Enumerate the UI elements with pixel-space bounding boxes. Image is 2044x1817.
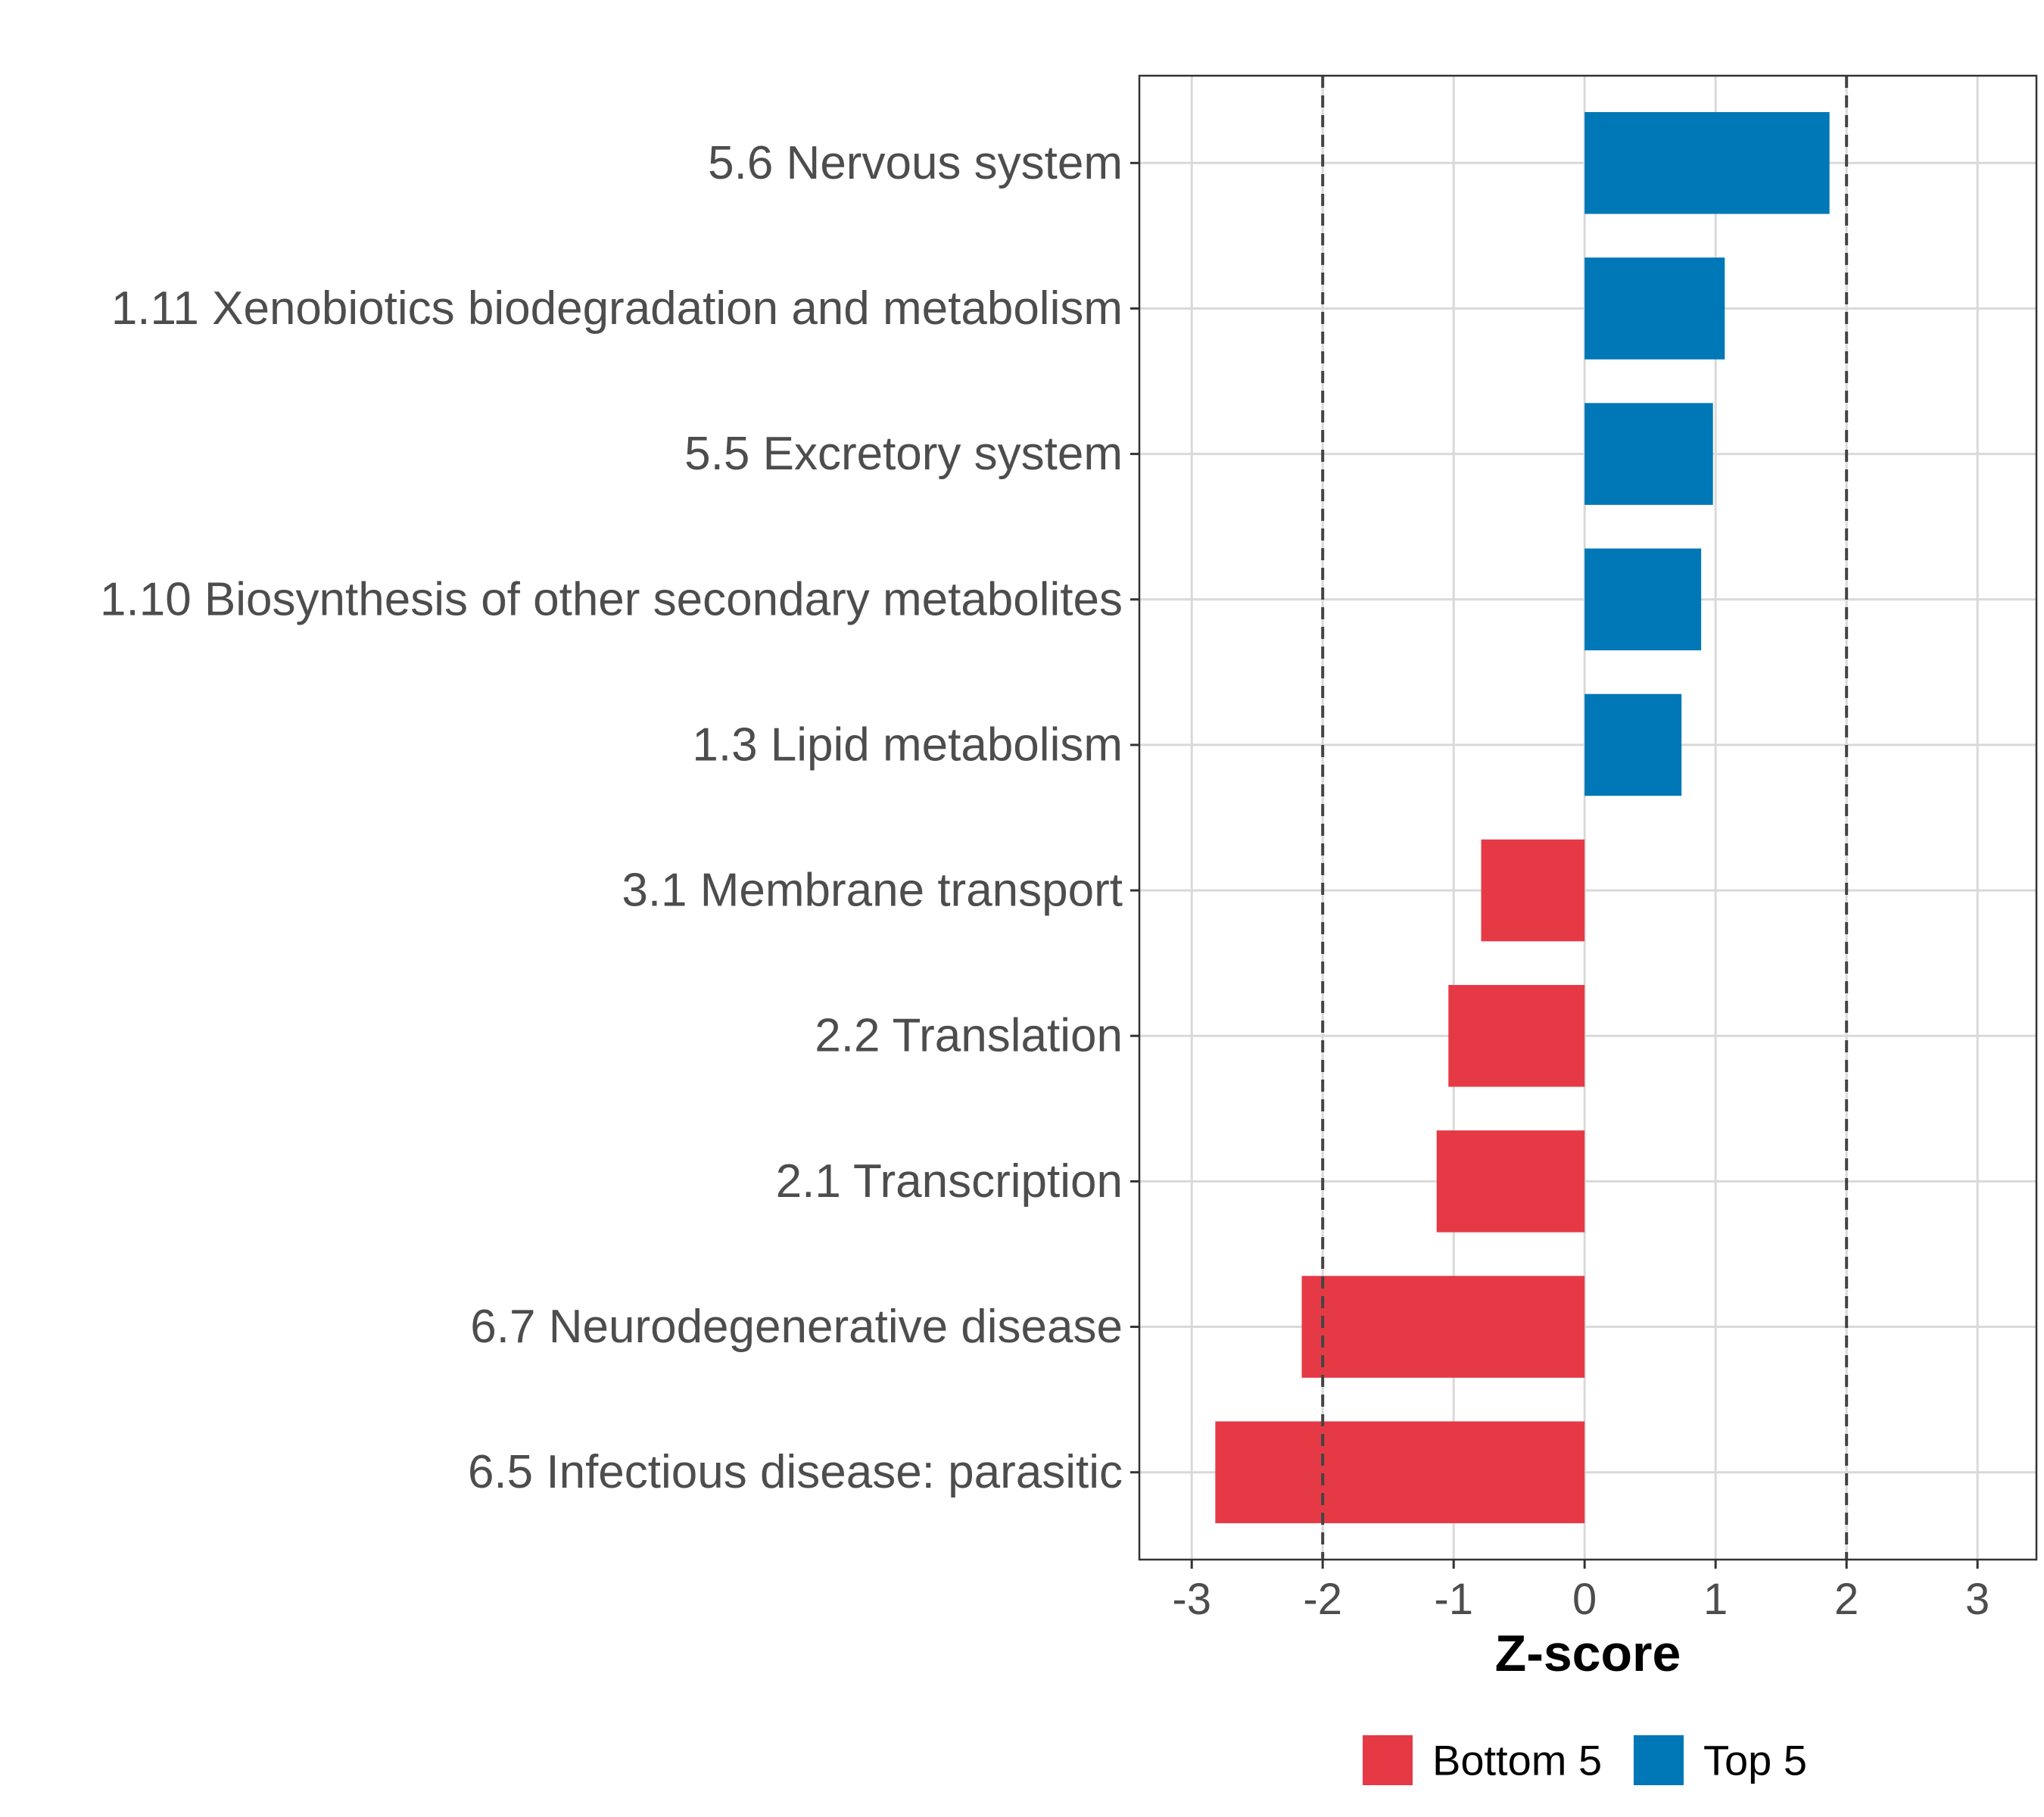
x-tick-label: 2 xyxy=(1834,1575,1859,1624)
legend-label: Top 5 xyxy=(1703,1737,1807,1784)
bar xyxy=(1448,984,1585,1087)
y-tick-label: 6.5 Infectious disease: parasitic xyxy=(468,1446,1123,1498)
x-tick-label: -2 xyxy=(1303,1575,1342,1624)
legend-swatch xyxy=(1363,1735,1413,1785)
bars xyxy=(1215,112,1830,1523)
bar xyxy=(1481,839,1585,942)
y-axis: 5.6 Nervous system 1.11 Xenobiotics biode… xyxy=(100,137,1139,1498)
reference-lines xyxy=(1321,76,1849,1560)
bar xyxy=(1301,1276,1585,1378)
x-tick-label: 3 xyxy=(1965,1575,1989,1624)
legend: Bottom 5 Top 5 xyxy=(1363,1735,1807,1785)
legend-label: Bottom 5 xyxy=(1432,1737,1602,1784)
x-tick-label: -1 xyxy=(1434,1575,1473,1624)
x-tick-label: -3 xyxy=(1172,1575,1211,1624)
bar xyxy=(1584,403,1713,505)
x-axis-title: Z-score xyxy=(1495,1625,1681,1682)
y-tick-label: 5.6 Nervous system xyxy=(708,137,1123,189)
x-tick-label: 0 xyxy=(1572,1575,1597,1624)
bar xyxy=(1584,693,1682,796)
y-tick-label: 2.2 Translation xyxy=(815,1010,1123,1062)
bar xyxy=(1215,1421,1585,1523)
y-tick-label: 5.5 Excretory system xyxy=(684,428,1123,480)
plot-panel-border xyxy=(1138,74,2038,1561)
bar xyxy=(1584,548,1702,651)
x-axis: -3 -2 -1 0 1 2 3 xyxy=(1172,1560,1989,1624)
y-tick-label: 1.3 Lipid metabolism xyxy=(692,718,1123,771)
bar xyxy=(1584,112,1830,214)
y-tick-label: 6.7 Neurodegenerative disease xyxy=(470,1301,1123,1353)
y-tick-label: 1.11 Xenobiotics biodegradation and meta… xyxy=(111,282,1123,335)
bar xyxy=(1584,257,1725,360)
y-tick-label: 3.1 Membrane transport xyxy=(622,865,1123,917)
x-tick-label: 1 xyxy=(1703,1575,1728,1624)
legend-swatch xyxy=(1634,1735,1684,1785)
bar xyxy=(1436,1130,1585,1233)
y-tick-label: 2.1 Transcription xyxy=(776,1155,1123,1208)
y-tick-label: 1.10 Biosynthesis of other secondary met… xyxy=(100,573,1123,625)
